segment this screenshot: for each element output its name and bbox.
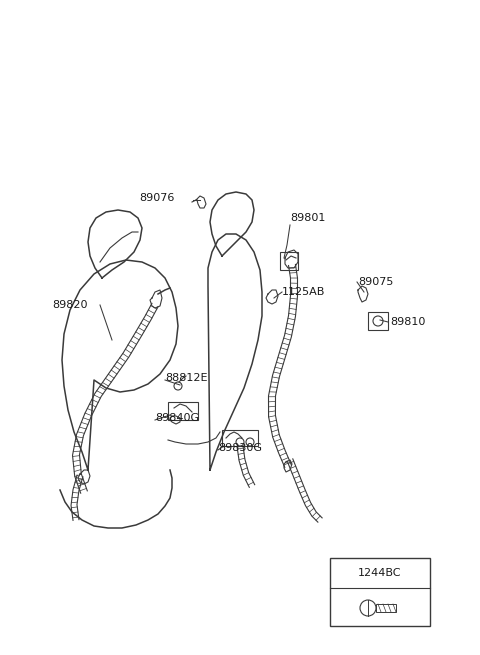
- Text: 89840G: 89840G: [155, 413, 199, 423]
- Bar: [368, 312, 388, 330]
- Bar: [376, 604, 396, 612]
- Text: 89076: 89076: [140, 193, 175, 203]
- Text: 88812E: 88812E: [165, 373, 207, 383]
- Text: 89830G: 89830G: [218, 443, 262, 453]
- Text: 1125AB: 1125AB: [282, 287, 325, 297]
- Text: 89801: 89801: [290, 213, 325, 223]
- Text: 1244BC: 1244BC: [358, 568, 402, 578]
- Text: 89820: 89820: [52, 300, 87, 310]
- Bar: [330, 558, 430, 626]
- Bar: [280, 252, 298, 270]
- Text: 89810: 89810: [390, 317, 425, 327]
- Text: 89075: 89075: [358, 277, 394, 287]
